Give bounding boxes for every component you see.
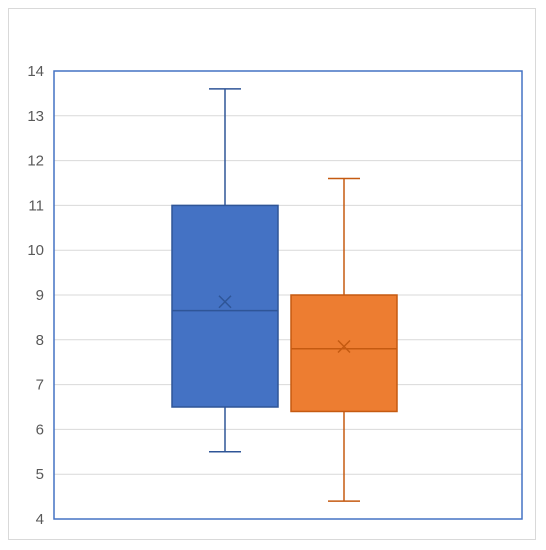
y-tick-label: 11 — [28, 197, 44, 214]
chart-frame: 4 5 6 7 8 9 10 11 12 13 14 — [8, 8, 536, 540]
y-tick-label: 12 — [27, 153, 44, 170]
gridlines — [54, 70, 522, 520]
iqr-box — [290, 294, 398, 413]
y-tick-label: 4 — [36, 511, 44, 528]
iqr-box — [171, 204, 279, 408]
y-tick-label: 6 — [36, 421, 44, 438]
y-tick-label: 14 — [27, 63, 44, 80]
box-series-2 — [290, 177, 398, 502]
plot-area-border — [53, 70, 523, 520]
box-series-1 — [171, 88, 279, 453]
y-tick-label: 10 — [27, 242, 44, 259]
y-tick-label: 7 — [36, 377, 44, 394]
y-tick-label: 9 — [36, 287, 44, 304]
mean-marker — [337, 339, 351, 354]
mean-marker — [218, 295, 232, 309]
y-tick-label: 13 — [27, 108, 44, 125]
y-tick-label: 5 — [36, 466, 44, 483]
boxplot-chart: 4 5 6 7 8 9 10 11 12 13 14 — [27, 63, 523, 528]
y-tick-label: 8 — [36, 332, 44, 349]
y-axis-ticks: 4 5 6 7 8 9 10 11 12 13 14 — [27, 63, 44, 528]
box-series — [171, 88, 398, 502]
